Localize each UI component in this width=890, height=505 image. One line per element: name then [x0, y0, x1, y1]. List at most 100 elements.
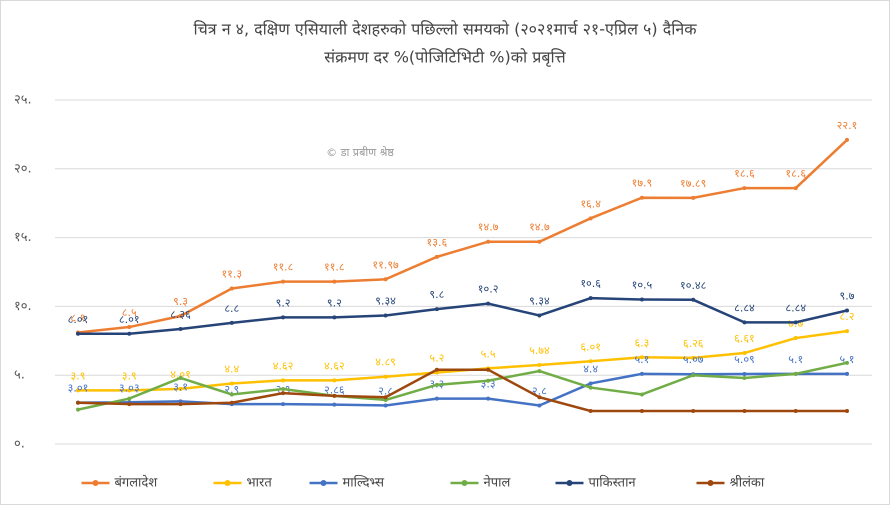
point: [332, 378, 337, 383]
point: [76, 388, 80, 393]
data-label: ३.०१: [68, 382, 89, 395]
point: [486, 239, 491, 244]
point: [229, 286, 234, 291]
point: [76, 331, 80, 336]
point: [537, 363, 542, 368]
legend-label: भारत: [247, 476, 273, 491]
data-label: ९.२: [327, 296, 342, 309]
point: [178, 386, 183, 391]
point: [434, 396, 439, 401]
data-label: ८.१: [71, 312, 86, 325]
data-label: ८.८: [224, 302, 239, 315]
data-label: ४.४: [583, 362, 598, 375]
point: [845, 308, 849, 313]
data-label: ४.०१: [170, 368, 191, 381]
point: [793, 408, 798, 413]
data-label: १०.५: [632, 279, 653, 292]
point: [281, 391, 286, 396]
point: [383, 277, 388, 282]
data-label: ९.३४: [375, 294, 396, 307]
data-label: १०.४८: [680, 279, 707, 292]
point: [588, 359, 593, 364]
point: [537, 395, 542, 400]
point: [639, 371, 644, 376]
legend-label: माल्दिभ्स: [343, 475, 385, 491]
data-label: ८.०१: [68, 313, 89, 326]
point: [486, 301, 491, 306]
point: [434, 367, 439, 372]
point: [178, 314, 183, 319]
data-label: १७.८९: [680, 177, 706, 190]
point: [229, 400, 234, 405]
point: [127, 331, 132, 336]
legend-label: पाकिस्तान: [589, 475, 637, 491]
point: [639, 355, 644, 360]
y-tick-label: १५.: [14, 230, 32, 245]
data-label: ३.१: [173, 380, 188, 393]
point: [845, 137, 849, 142]
series-line: [77, 361, 848, 411]
data-label: ८.२: [840, 310, 855, 323]
point: [691, 195, 696, 200]
point: [127, 388, 132, 393]
point: [383, 374, 388, 379]
y-tick-label: २५.: [14, 93, 32, 108]
point: [76, 407, 80, 412]
point: [588, 296, 593, 301]
point: [486, 378, 491, 383]
point: [793, 371, 798, 376]
data-label: ५.०७: [683, 353, 704, 366]
point: [588, 216, 593, 221]
data-label: १८.६: [785, 167, 806, 180]
point: [434, 307, 439, 312]
data-label: ८.८४: [734, 301, 755, 314]
data-label: ११.३: [221, 268, 242, 281]
point: [383, 397, 388, 402]
point: [178, 402, 183, 407]
point: [793, 320, 798, 325]
legend-marker: [566, 480, 573, 486]
annotation: © डा प्रबीण श्रेष्ठ: [326, 146, 394, 159]
legend-label: नेपाल: [484, 475, 511, 491]
point: [691, 408, 696, 413]
data-label: ८.८४: [785, 301, 806, 314]
point: [742, 351, 747, 356]
point: [127, 402, 132, 407]
point: [845, 371, 849, 376]
data-label: ४.६२: [273, 359, 294, 372]
legend-marker: [707, 480, 714, 486]
data-label: ५.०९: [734, 353, 755, 366]
point: [639, 392, 644, 397]
data-label: ४.६२: [324, 359, 345, 372]
point: [742, 375, 747, 380]
chart-title: संक्रमण दर %(पोजिटिभिटी %)को प्रबृत्ति: [324, 48, 566, 68]
legend-label: बंगलादेश: [115, 475, 159, 491]
point: [639, 297, 644, 302]
series-line: [78, 296, 848, 336]
legend-marker: [92, 480, 99, 486]
point: [178, 375, 183, 380]
data-label: ५.२: [429, 351, 444, 364]
point: [845, 329, 849, 334]
data-label: ९.२: [276, 296, 291, 309]
y-tick-label: ५.: [14, 368, 25, 383]
point: [639, 195, 644, 200]
data-label: २२.१: [837, 119, 858, 132]
point: [793, 186, 798, 191]
data-label: ५.१: [634, 353, 649, 366]
data-label: १४.७: [478, 221, 499, 234]
data-label: ३.९: [122, 369, 137, 382]
point: [742, 320, 747, 325]
point: [742, 408, 747, 413]
point: [332, 315, 337, 320]
data-label: ५.५: [481, 347, 496, 360]
point: [537, 239, 542, 244]
data-label: ५.७४: [529, 344, 550, 357]
point: [434, 254, 439, 259]
legend-label: श्रीलंका: [730, 475, 765, 491]
point: [742, 371, 747, 376]
data-label: ६.६१: [734, 332, 755, 345]
data-label: १८.६: [734, 167, 755, 180]
data-label: ८.०१: [119, 313, 140, 326]
